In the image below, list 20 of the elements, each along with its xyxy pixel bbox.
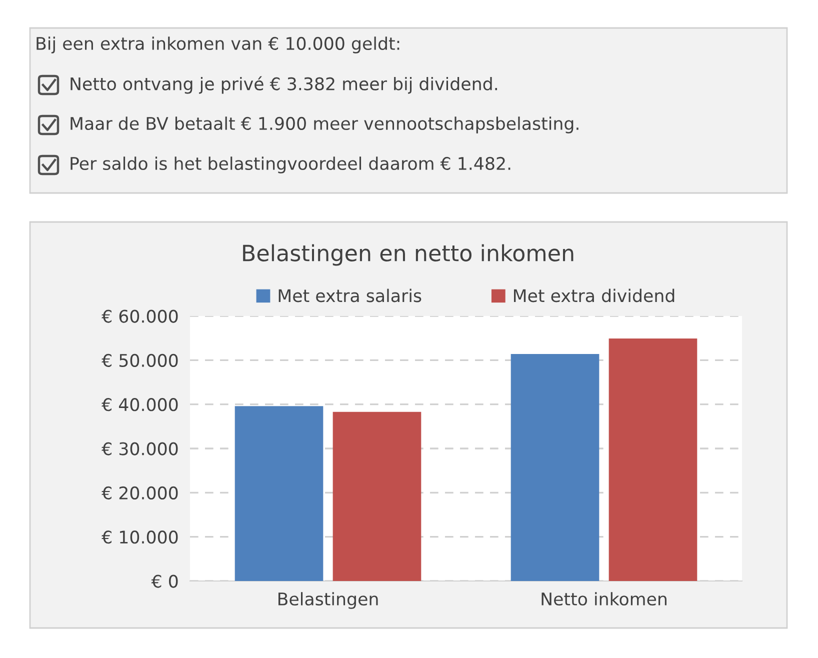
bar	[234, 406, 324, 581]
chart-title: Belastingen en netto inkomen	[243, 244, 574, 266]
x-tick-label: Netto inkomen	[542, 592, 666, 606]
y-tick-label: € 10.000	[102, 530, 178, 544]
legend-label: Met extra salaris	[278, 288, 422, 302]
y-tick-label: € 20.000	[102, 486, 178, 500]
y-tick-label: € 40.000	[102, 398, 178, 412]
y-tick-label: € 30.000	[102, 442, 178, 456]
text: Netto ontvang je privé € 3.382 meer bij dividend.	[70, 76, 497, 94]
text: Maar de BV betaalt € 1.900 meer vennootschapsbelasting.	[70, 116, 578, 134]
text: Bij een extra inkomen van € 10.000 geldt:	[36, 36, 400, 54]
y-tick-label: € 0	[151, 574, 178, 588]
text: Per saldo is het belastingvoordeel daarom € 1.482.	[70, 156, 510, 174]
bar	[332, 412, 422, 581]
y-tick-label: € 60.000	[102, 310, 178, 323]
y-tick-label: € 50.000	[102, 354, 178, 368]
x-tick-label: Belastingen	[278, 592, 378, 609]
legend-label: Met extra dividend	[514, 288, 674, 302]
bar	[608, 338, 698, 581]
bar	[510, 354, 600, 581]
